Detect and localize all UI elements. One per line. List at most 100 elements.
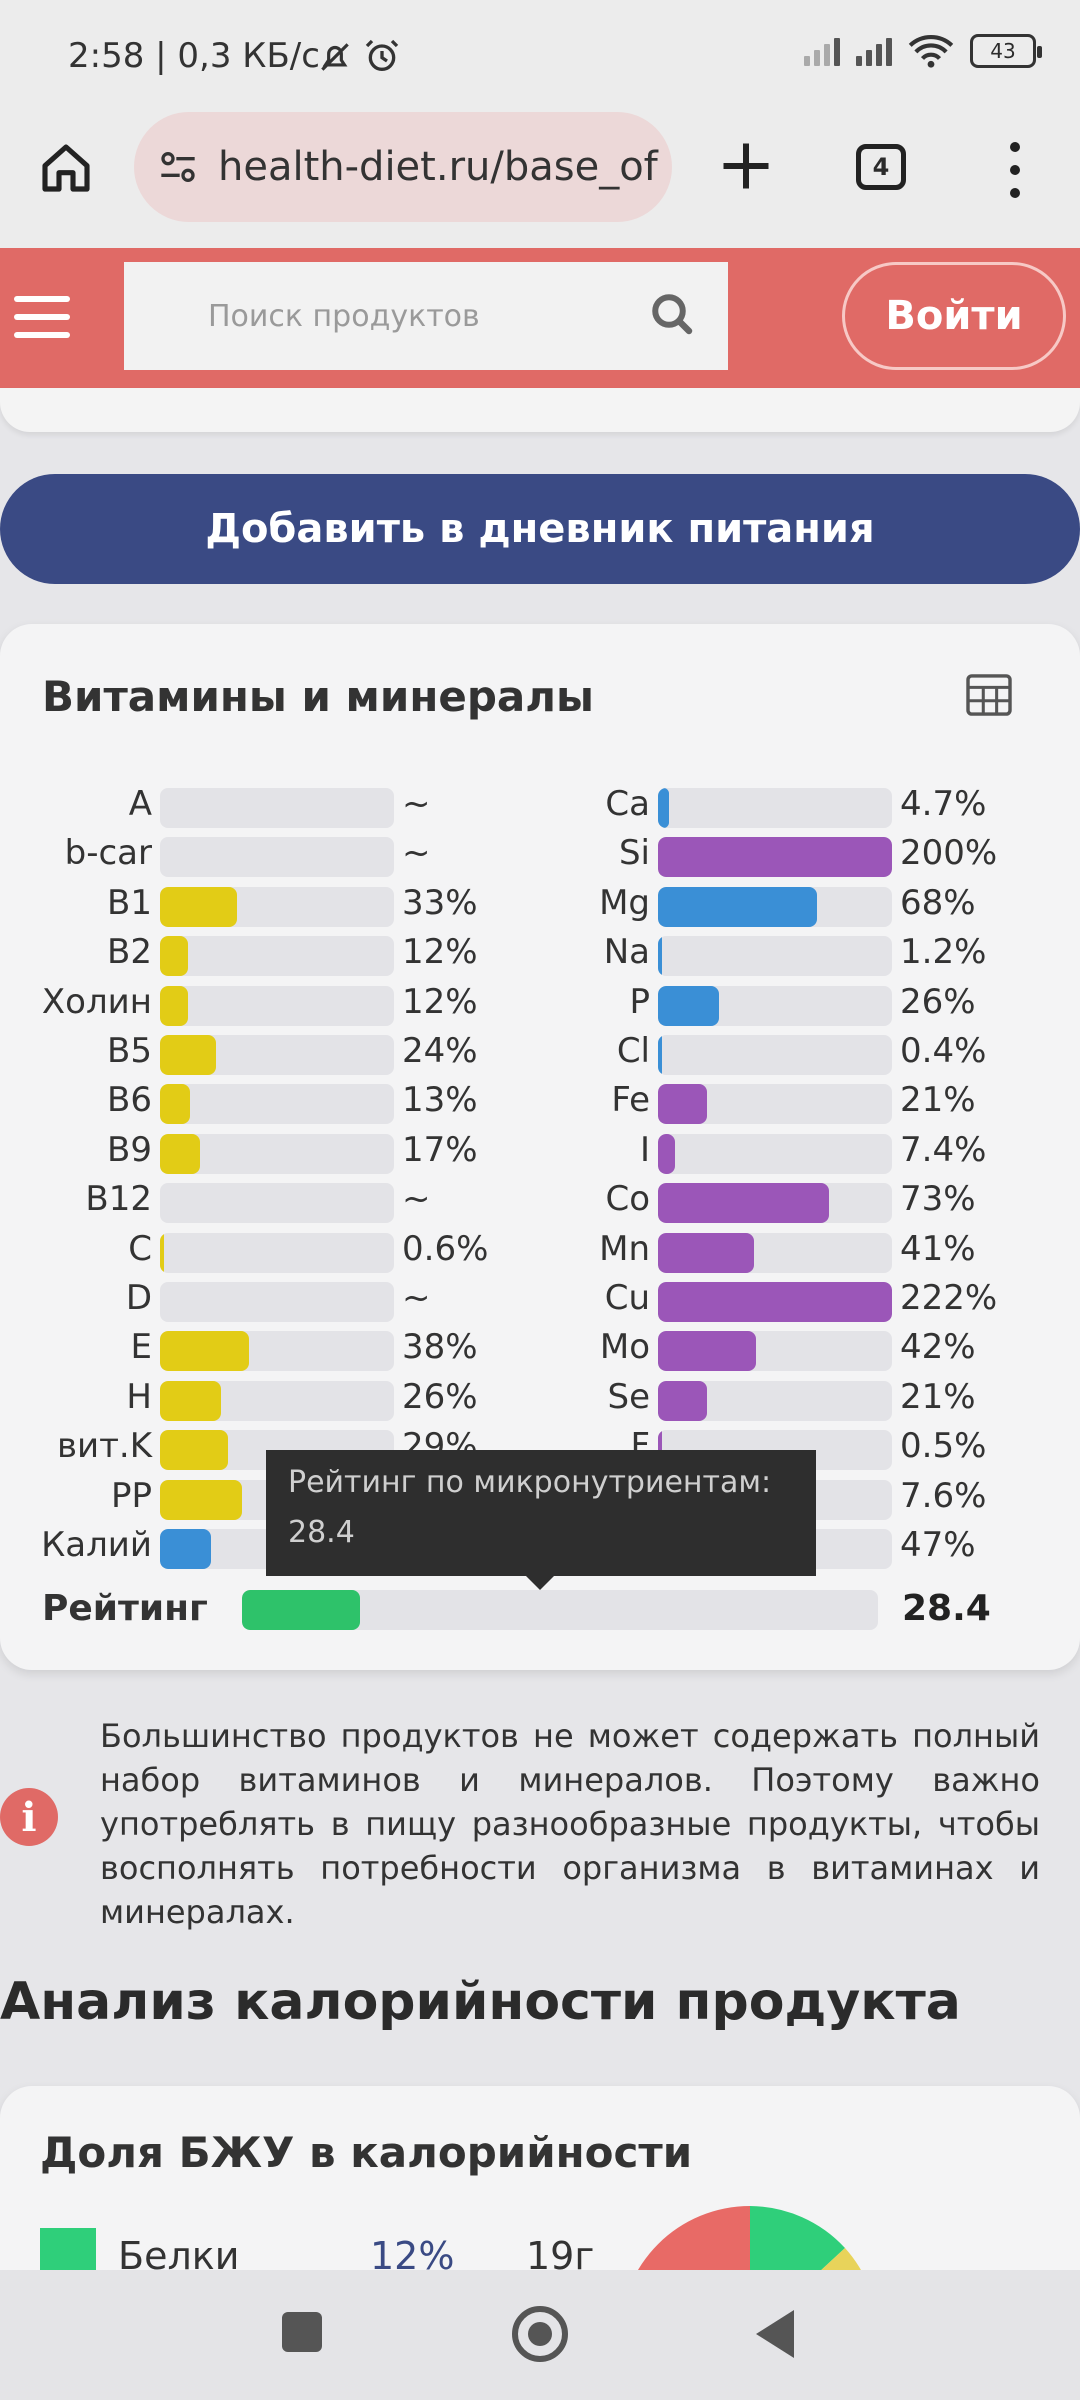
nutrient-bar[interactable] bbox=[160, 1282, 394, 1322]
nutrient-percent: ~ bbox=[402, 784, 431, 824]
nutrient-label: C bbox=[128, 1228, 152, 1269]
nutrient-bar-fill bbox=[160, 1035, 217, 1075]
nutrient-bar[interactable] bbox=[160, 1183, 394, 1224]
nutrient-bar[interactable] bbox=[160, 936, 394, 977]
nutrient-label: вит.K bbox=[56, 1426, 152, 1467]
nutrient-percent: 26% bbox=[900, 981, 976, 1022]
nutrient-bar[interactable] bbox=[160, 1084, 394, 1125]
nutrient-label: Cu bbox=[604, 1278, 650, 1318]
previous-card bbox=[0, 388, 1080, 432]
nutrient-label: P bbox=[629, 981, 650, 1022]
nutrient-bar[interactable] bbox=[658, 886, 892, 927]
login-button[interactable]: Войти bbox=[842, 262, 1066, 370]
nutrient-bar-fill bbox=[658, 985, 719, 1026]
home-nav-icon[interactable] bbox=[512, 2306, 568, 2362]
nutrient-label: b-car bbox=[64, 833, 152, 874]
nutrient-bar[interactable] bbox=[160, 1133, 394, 1174]
battery-icon: 43 bbox=[970, 34, 1042, 68]
more-menu-icon[interactable] bbox=[1000, 142, 1030, 198]
new-tab-icon[interactable] bbox=[716, 136, 776, 196]
rating-bar-fill bbox=[242, 1590, 360, 1630]
nutrient-percent: 38% bbox=[402, 1327, 478, 1368]
status-time: 2:58 | 0,3 КБ/с bbox=[68, 36, 320, 76]
nutrient-bar[interactable] bbox=[160, 1331, 394, 1372]
nutrient-percent: 21% bbox=[900, 1080, 976, 1121]
rating-bar[interactable] bbox=[242, 1590, 878, 1630]
recent-apps-icon[interactable] bbox=[282, 2312, 322, 2352]
nutrient-bar[interactable] bbox=[160, 886, 394, 927]
tab-switcher-button[interactable]: 4 bbox=[856, 144, 906, 190]
mute-bell-icon bbox=[321, 43, 349, 71]
nutrient-bar-fill bbox=[160, 1331, 249, 1372]
nutrient-label: H bbox=[126, 1376, 152, 1417]
system-nav-bar bbox=[0, 2270, 1080, 2400]
nutrient-bar[interactable] bbox=[160, 837, 394, 878]
search-placeholder[interactable]: Поиск продуктов bbox=[208, 298, 480, 334]
nutrient-percent: 73% bbox=[900, 1179, 976, 1220]
nutrient-bar-fill bbox=[658, 788, 669, 828]
home-icon[interactable] bbox=[38, 140, 94, 196]
nutrient-bar[interactable] bbox=[658, 1282, 892, 1322]
nutrient-percent: 47% bbox=[900, 1525, 976, 1565]
nutrient-percent: 12% bbox=[402, 981, 478, 1022]
signal-icon bbox=[856, 36, 892, 66]
nutrient-percent: 17% bbox=[402, 1129, 478, 1170]
nutrient-bar-fill bbox=[160, 886, 238, 927]
nutrient-bar[interactable] bbox=[160, 1035, 394, 1075]
nutrient-bar[interactable] bbox=[160, 985, 394, 1026]
nutrient-label: Fe bbox=[611, 1080, 650, 1121]
nutrient-label: E bbox=[130, 1327, 152, 1368]
nutrient-bar[interactable] bbox=[658, 936, 892, 977]
site-header: Поиск продуктов Войти bbox=[0, 248, 1080, 388]
nutrient-bar-fill bbox=[658, 1133, 676, 1174]
table-view-icon[interactable] bbox=[966, 674, 1012, 716]
nutrient-percent: 42% bbox=[900, 1327, 976, 1368]
nutrient-bar[interactable] bbox=[658, 1331, 892, 1372]
info-note: Большинство продуктов не может содержать… bbox=[100, 1717, 1040, 1931]
nutrient-bar[interactable] bbox=[160, 788, 394, 828]
nutrient-bar-fill bbox=[658, 1232, 754, 1273]
nutrient-bar[interactable] bbox=[658, 837, 892, 878]
bju-title: Доля БЖУ в калорийности bbox=[40, 2128, 693, 2177]
site-settings-icon[interactable] bbox=[158, 147, 198, 187]
add-to-diary-button[interactable]: Добавить в дневник питания bbox=[0, 474, 1080, 584]
nutrient-bar[interactable] bbox=[658, 1380, 892, 1421]
nutrient-bar[interactable] bbox=[658, 985, 892, 1026]
nutrient-percent: 0.4% bbox=[900, 1031, 987, 1071]
rating-label: Рейтинг bbox=[42, 1588, 208, 1629]
nutrient-bar[interactable] bbox=[160, 1232, 394, 1273]
nutrient-bar-fill bbox=[658, 1035, 662, 1075]
nutrient-bar[interactable] bbox=[658, 1084, 892, 1125]
nutrient-percent: ~ bbox=[402, 833, 431, 874]
url-bar[interactable]: health-diet.ru/base_of bbox=[134, 112, 672, 222]
nutrient-bar-fill bbox=[658, 1183, 829, 1224]
nutrient-bar-fill bbox=[160, 936, 189, 977]
search-icon[interactable] bbox=[644, 286, 704, 346]
nutrient-bar[interactable] bbox=[658, 788, 892, 828]
url-text[interactable]: health-diet.ru/base_of bbox=[218, 144, 658, 190]
nutrient-bar-fill bbox=[160, 985, 189, 1026]
nutrient-bar-fill bbox=[658, 1084, 708, 1125]
nutrient-label: Cl bbox=[616, 1031, 650, 1071]
nutrient-label: D bbox=[125, 1278, 152, 1318]
nutrient-bar[interactable] bbox=[658, 1183, 892, 1224]
nutrient-percent: 7.4% bbox=[900, 1129, 987, 1170]
nutrient-bar[interactable] bbox=[658, 1133, 892, 1174]
nutrient-label: PP bbox=[110, 1475, 152, 1516]
back-icon[interactable] bbox=[756, 2310, 794, 2358]
nutrient-percent: 1.2% bbox=[900, 932, 987, 973]
nutrient-bar-fill bbox=[658, 1331, 757, 1372]
status-bar: 2:58 | 0,3 КБ/с 43 bbox=[0, 0, 1080, 112]
nutrient-percent: ~ bbox=[402, 1278, 431, 1318]
nutrient-bar[interactable] bbox=[658, 1035, 892, 1075]
rating-tooltip: Рейтинг по микронутриентам: 28.4 bbox=[266, 1450, 816, 1590]
nutrient-bar[interactable] bbox=[658, 1232, 892, 1273]
nutrient-bar-fill bbox=[160, 1084, 191, 1125]
search-input[interactable]: Поиск продуктов bbox=[124, 262, 728, 370]
nutrient-percent: 0.5% bbox=[900, 1426, 987, 1467]
nutrient-bar-fill bbox=[658, 886, 818, 927]
nutrient-bar[interactable] bbox=[160, 1380, 394, 1421]
hamburger-menu-icon[interactable] bbox=[14, 296, 70, 338]
nutrient-label: Na bbox=[603, 932, 650, 973]
rating-value: 28.4 bbox=[902, 1588, 991, 1629]
